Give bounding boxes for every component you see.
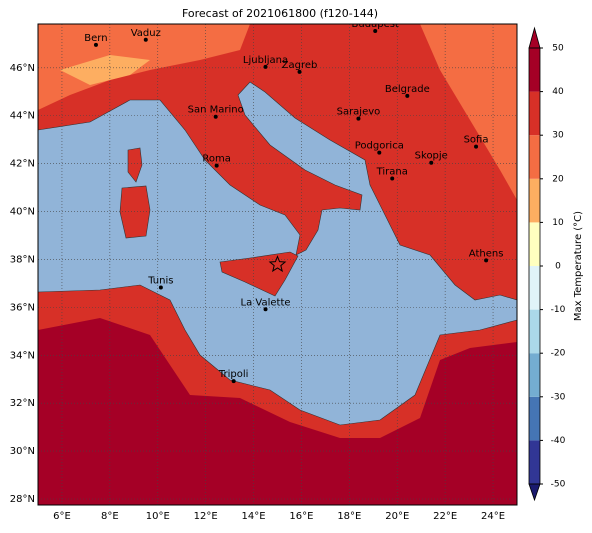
x-tick-label: 20°E bbox=[385, 511, 409, 522]
colorbar-tick-label: 40 bbox=[552, 87, 564, 97]
warm-region bbox=[38, 24, 250, 110]
hot-region bbox=[38, 318, 517, 505]
island bbox=[119, 185, 151, 239]
y-tick-label: 34°N bbox=[10, 350, 35, 361]
colorbar-tick-label: -10 bbox=[551, 305, 566, 315]
city-marker bbox=[213, 114, 218, 119]
city-marker bbox=[377, 150, 382, 155]
city-label: Vaduz bbox=[131, 28, 161, 39]
colorbar-tick-label: 10 bbox=[552, 218, 564, 228]
colorbar-tick-label: 20 bbox=[552, 174, 564, 184]
colorbar-tick-label: 30 bbox=[552, 131, 564, 141]
x-tick-label: 24°E bbox=[481, 511, 505, 522]
y-tick-label: 40°N bbox=[10, 207, 35, 218]
colorbar-bin bbox=[529, 309, 540, 354]
axes: 6°E 8°E 10°E 12°E 14°E 16°E 18°E 20°E 22°E 24°E 28… bbox=[10, 63, 505, 522]
x-tick-label: 22°E bbox=[433, 511, 457, 522]
x-tick-label: 8°E bbox=[101, 511, 119, 522]
city-marker bbox=[356, 116, 361, 121]
map-frame bbox=[37, 23, 518, 506]
colorbar-bin bbox=[529, 135, 540, 179]
star-marker bbox=[268, 255, 287, 273]
colorbar-bin bbox=[529, 91, 540, 136]
city-marker bbox=[214, 163, 219, 168]
x-tick-label: 18°E bbox=[337, 511, 361, 522]
city-label: Sofia bbox=[464, 135, 489, 146]
city-marker bbox=[405, 93, 410, 98]
city-label: Zagreb bbox=[282, 60, 318, 71]
city-label: Bern bbox=[84, 33, 107, 44]
colorbar-bin bbox=[529, 48, 540, 92]
city-marker bbox=[158, 285, 163, 290]
city-marker bbox=[429, 160, 434, 165]
y-tick-label: 36°N bbox=[10, 302, 35, 313]
x-tick-label: 14°E bbox=[242, 511, 266, 522]
colorbar-bin bbox=[529, 353, 540, 397]
city-marker bbox=[93, 42, 98, 47]
colorbar-tick-label: 50 bbox=[552, 44, 564, 54]
colorbar-tick-label: -30 bbox=[551, 392, 566, 402]
city-marker bbox=[297, 69, 302, 74]
city-marker bbox=[484, 258, 489, 263]
city-label: Podgorica bbox=[355, 141, 404, 152]
city-marker bbox=[373, 28, 378, 33]
city-label: Belgrade bbox=[385, 84, 430, 95]
city-label: Tirana bbox=[376, 167, 408, 178]
city-marker bbox=[231, 379, 236, 384]
city-label: San Marino bbox=[188, 105, 244, 116]
city-label: Sarajevo bbox=[337, 107, 381, 118]
y-tick-label: 30°N bbox=[10, 446, 35, 457]
colorbar-bin bbox=[529, 222, 540, 266]
city-label: Tunis bbox=[147, 275, 173, 286]
grid bbox=[38, 24, 517, 505]
y-tick-label: 44°N bbox=[10, 111, 35, 122]
colorbar-bin bbox=[529, 178, 540, 223]
colorbar-tick-label: -40 bbox=[551, 436, 566, 446]
city-marker bbox=[474, 144, 479, 149]
colorbar-tick-label: -50 bbox=[551, 480, 566, 490]
city-marker bbox=[390, 176, 395, 181]
x-tick-label: 12°E bbox=[194, 511, 218, 522]
chart-title: Forecast of 2021061800 (f120-144) bbox=[182, 7, 378, 20]
colorbar-extend bbox=[528, 483, 541, 502]
y-tick-label: 32°N bbox=[10, 398, 35, 409]
city-label: Roma bbox=[202, 154, 231, 165]
city-label: Skopje bbox=[415, 151, 448, 162]
colorbar-extend bbox=[528, 26, 541, 49]
x-tick-label: 10°E bbox=[146, 511, 170, 522]
y-tick-label: 38°N bbox=[10, 254, 35, 265]
city-marker bbox=[263, 307, 268, 312]
x-tick-label: 6°E bbox=[53, 511, 71, 522]
y-tick-label: 46°N bbox=[10, 63, 35, 74]
colorbar-label: Max Temperature (°C) bbox=[573, 211, 584, 321]
island bbox=[127, 147, 143, 183]
x-tick-label: 16°E bbox=[289, 511, 313, 522]
city-label: Ljubljana bbox=[243, 55, 288, 66]
colorbar-tick-label: 0 bbox=[555, 262, 561, 272]
y-tick-label: 28°N bbox=[10, 494, 35, 505]
city-label: Tripoli bbox=[218, 369, 249, 380]
colorbar-bin bbox=[529, 266, 540, 310]
mild-region bbox=[60, 55, 150, 85]
colorbar-bin bbox=[529, 396, 540, 441]
colorbar: -50 -40 -30 -20 -10 0 10 20 30 40 50 bbox=[528, 26, 566, 502]
y-tick-label: 42°N bbox=[10, 159, 35, 170]
city-label: La Valette bbox=[241, 297, 291, 308]
island bbox=[219, 251, 299, 297]
city-marker bbox=[263, 64, 268, 69]
city-marker bbox=[143, 37, 148, 42]
city-label: Athens bbox=[469, 248, 504, 259]
city-label: Budapest bbox=[352, 19, 399, 30]
colorbar-bin bbox=[529, 440, 540, 484]
colorbar-tick-label: -20 bbox=[551, 349, 566, 359]
